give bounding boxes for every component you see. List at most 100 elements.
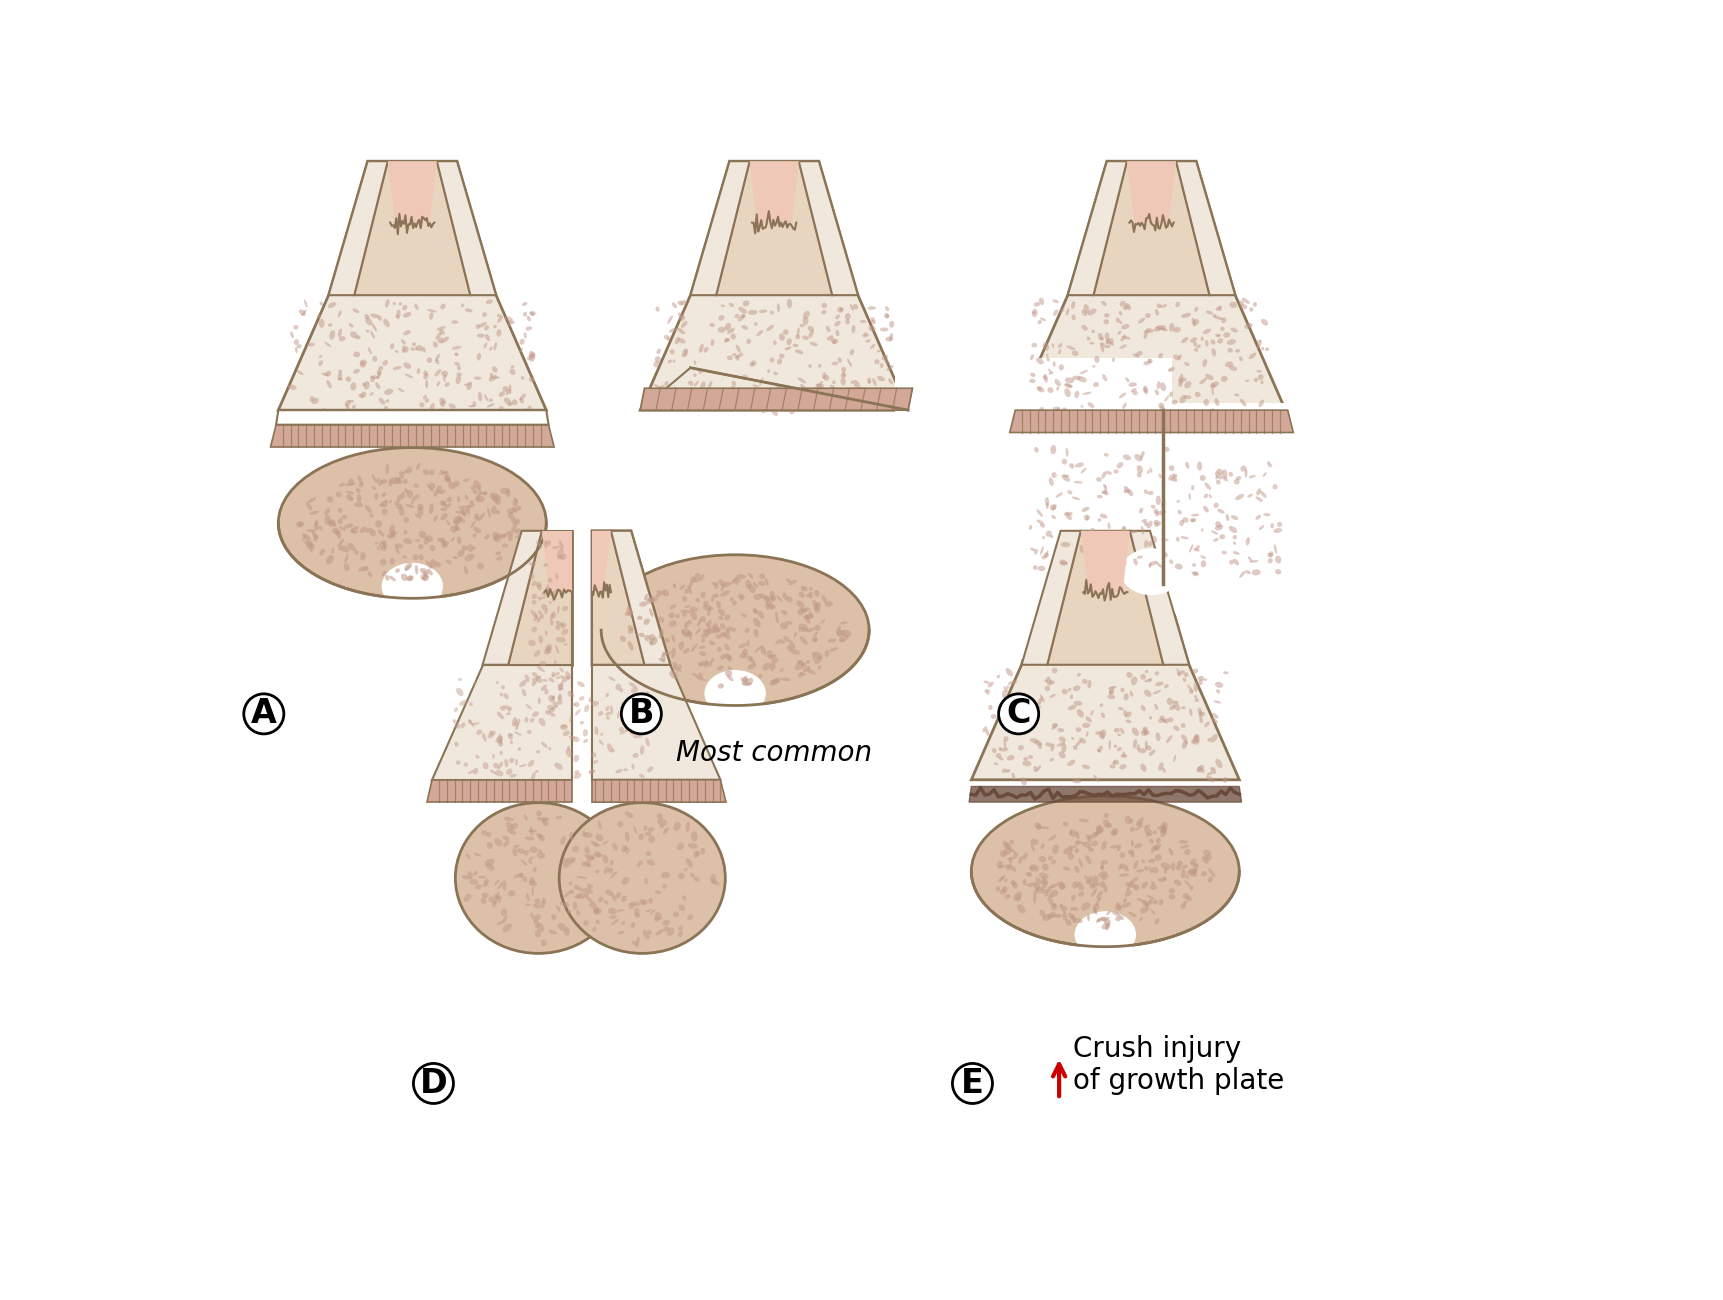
Ellipse shape xyxy=(534,930,541,937)
Ellipse shape xyxy=(455,802,620,953)
Ellipse shape xyxy=(1087,402,1094,408)
Ellipse shape xyxy=(450,537,455,541)
Ellipse shape xyxy=(1118,874,1129,876)
Ellipse shape xyxy=(1142,330,1149,333)
Circle shape xyxy=(951,1063,992,1104)
Ellipse shape xyxy=(1049,889,1058,897)
Ellipse shape xyxy=(529,718,534,723)
Ellipse shape xyxy=(1029,864,1036,871)
Ellipse shape xyxy=(457,550,465,558)
Ellipse shape xyxy=(1199,719,1203,723)
Ellipse shape xyxy=(324,342,331,347)
Ellipse shape xyxy=(1135,465,1142,473)
Ellipse shape xyxy=(532,867,536,872)
Ellipse shape xyxy=(715,634,720,638)
Ellipse shape xyxy=(1139,763,1146,772)
Ellipse shape xyxy=(1232,534,1237,540)
Ellipse shape xyxy=(1103,812,1108,818)
Ellipse shape xyxy=(1063,474,1068,477)
Ellipse shape xyxy=(401,304,407,311)
Ellipse shape xyxy=(1230,328,1237,333)
Ellipse shape xyxy=(1189,858,1196,863)
Ellipse shape xyxy=(582,729,588,737)
Ellipse shape xyxy=(482,343,488,348)
Ellipse shape xyxy=(1096,826,1103,833)
Ellipse shape xyxy=(1094,875,1099,881)
Ellipse shape xyxy=(853,380,860,389)
Ellipse shape xyxy=(756,330,763,337)
Ellipse shape xyxy=(1132,354,1139,358)
Ellipse shape xyxy=(1042,914,1051,920)
Ellipse shape xyxy=(865,339,870,343)
Ellipse shape xyxy=(1160,828,1165,837)
Ellipse shape xyxy=(493,894,501,900)
Ellipse shape xyxy=(1196,764,1203,772)
Ellipse shape xyxy=(1263,514,1270,516)
Ellipse shape xyxy=(574,770,579,775)
Ellipse shape xyxy=(1089,342,1094,345)
Ellipse shape xyxy=(558,688,563,692)
Ellipse shape xyxy=(1103,484,1106,488)
Ellipse shape xyxy=(1141,881,1148,889)
Ellipse shape xyxy=(1117,462,1123,468)
Ellipse shape xyxy=(491,377,500,378)
Ellipse shape xyxy=(1077,892,1084,897)
Ellipse shape xyxy=(1154,495,1160,506)
Ellipse shape xyxy=(1053,309,1058,316)
Ellipse shape xyxy=(768,590,774,601)
Ellipse shape xyxy=(1005,770,1010,773)
Ellipse shape xyxy=(538,597,541,601)
Ellipse shape xyxy=(419,402,424,407)
Ellipse shape xyxy=(350,528,353,533)
Ellipse shape xyxy=(1117,902,1120,910)
Ellipse shape xyxy=(741,676,748,685)
Ellipse shape xyxy=(1005,668,1013,676)
Ellipse shape xyxy=(713,627,720,633)
Ellipse shape xyxy=(453,516,462,524)
Ellipse shape xyxy=(403,363,412,369)
Ellipse shape xyxy=(429,503,434,514)
Ellipse shape xyxy=(558,541,562,545)
Ellipse shape xyxy=(569,889,574,894)
Ellipse shape xyxy=(507,508,515,514)
Ellipse shape xyxy=(307,529,315,532)
Ellipse shape xyxy=(1154,511,1158,516)
Ellipse shape xyxy=(999,889,1006,894)
Ellipse shape xyxy=(508,320,515,324)
Ellipse shape xyxy=(476,885,481,889)
Ellipse shape xyxy=(569,716,572,722)
Ellipse shape xyxy=(846,359,851,367)
Ellipse shape xyxy=(395,500,400,506)
Ellipse shape xyxy=(422,575,429,581)
Ellipse shape xyxy=(703,629,710,634)
Ellipse shape xyxy=(1051,723,1056,728)
Ellipse shape xyxy=(1089,883,1094,889)
Ellipse shape xyxy=(1173,478,1177,482)
Ellipse shape xyxy=(753,385,758,387)
Ellipse shape xyxy=(546,540,551,546)
Ellipse shape xyxy=(513,506,520,511)
Ellipse shape xyxy=(727,667,732,670)
Ellipse shape xyxy=(548,747,551,750)
Ellipse shape xyxy=(1041,883,1046,890)
Ellipse shape xyxy=(1051,299,1058,303)
Ellipse shape xyxy=(519,874,524,878)
Ellipse shape xyxy=(1156,824,1165,829)
Ellipse shape xyxy=(1180,870,1185,879)
Ellipse shape xyxy=(617,820,624,828)
Ellipse shape xyxy=(550,593,555,597)
Ellipse shape xyxy=(1163,395,1168,402)
Ellipse shape xyxy=(753,608,758,614)
Ellipse shape xyxy=(1220,551,1227,554)
Ellipse shape xyxy=(1123,868,1129,871)
Ellipse shape xyxy=(1122,455,1130,460)
Ellipse shape xyxy=(350,382,357,390)
Ellipse shape xyxy=(567,690,574,698)
Ellipse shape xyxy=(541,940,546,946)
Ellipse shape xyxy=(520,376,524,380)
Ellipse shape xyxy=(1013,853,1017,858)
Ellipse shape xyxy=(793,632,796,637)
Ellipse shape xyxy=(582,832,593,837)
Ellipse shape xyxy=(441,400,445,403)
Text: C: C xyxy=(1006,697,1030,731)
